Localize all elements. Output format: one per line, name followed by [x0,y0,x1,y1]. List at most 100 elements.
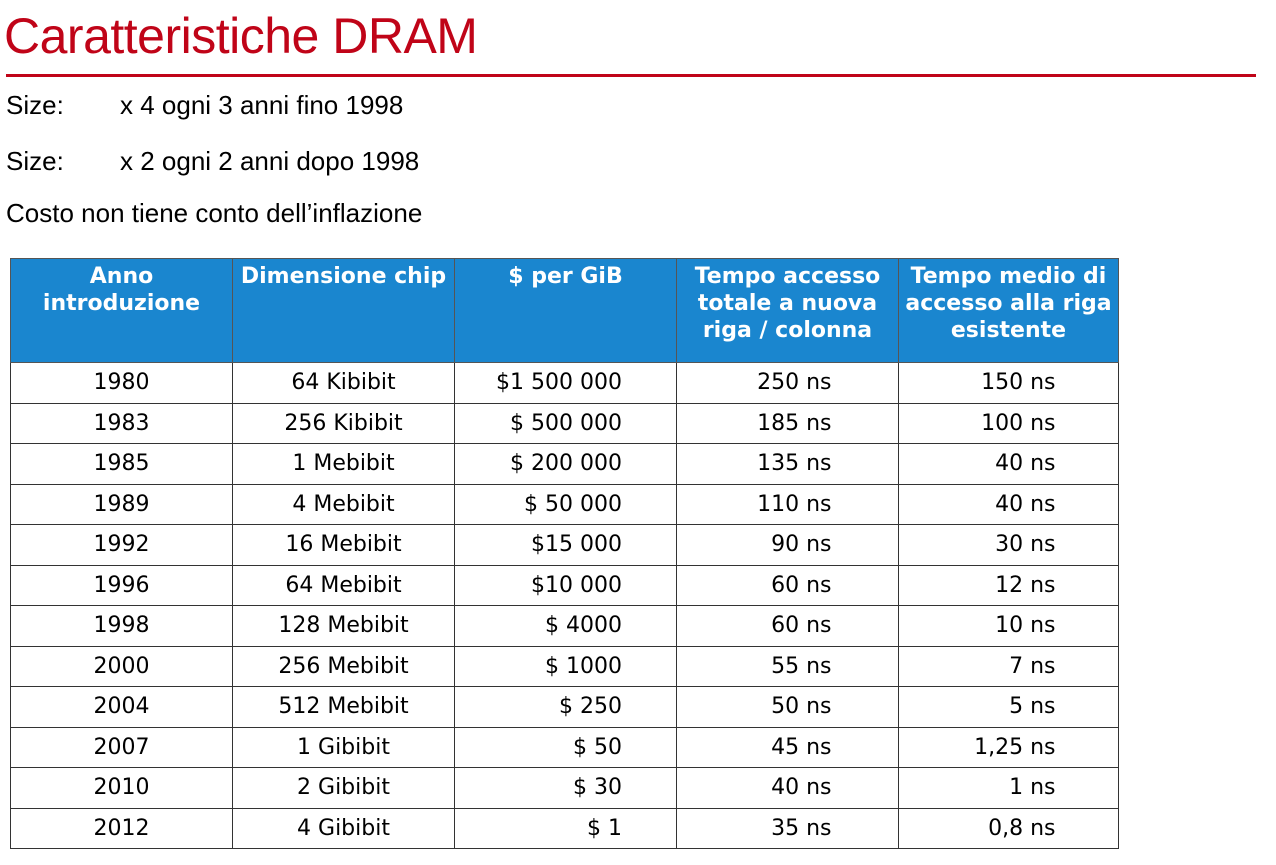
cell-value: 50 ns [771,694,832,720]
cell-avg-access: 7 ns [898,645,1119,687]
cell-value: 110 ns [757,491,832,517]
cell-avg-access: 30 ns [898,524,1119,566]
cell-chip-size: 2 Gibibit [232,767,455,809]
cell-cost: $ 4000 [454,605,677,647]
cell-avg-access: 10 ns [898,605,1119,647]
cell-total-access: 40 ns [676,767,899,809]
cell-year: 1980 [10,362,233,404]
header-total-access: Tempo accesso totale a nuova riga / colo… [676,258,899,363]
cell-total-access: 135 ns [676,443,899,485]
cell-year: 1996 [10,564,233,606]
cell-value: 35 ns [771,815,832,841]
cell-year: 1992 [10,524,233,566]
cell-avg-access: 5 ns [898,686,1119,728]
cell-chip-size: 64 Kibibit [232,362,455,404]
cell-value: 45 ns [771,734,832,760]
note-text: Costo non tiene conto dell’inflazione [6,198,423,228]
cell-chip-size: 4 Mebibit [232,483,455,525]
cell-cost: $ 50 000 [454,483,677,525]
cell-year: 2012 [10,807,233,849]
cell-avg-access: 1,25 ns [898,726,1119,768]
note-text: x 4 ogni 3 anni fino 1998 [120,90,404,120]
cell-value: 55 ns [771,653,832,679]
dram-table: Anno introduzione Dimensione chip $ per … [10,258,1119,849]
cell-chip-size: 128 Mebibit [232,605,455,647]
cell-cost: $ 1000 [454,645,677,687]
cell-total-access: 35 ns [676,807,899,849]
cell-cost: $ 500 000 [454,402,677,444]
cell-value: 40 ns [995,491,1056,517]
cell-cost: $10 000 [454,564,677,606]
title-divider [6,74,1256,77]
table-row: 2000 256 Mebibit $ 1000 55 ns 7 ns [10,645,1119,687]
cell-year: 2004 [10,686,233,728]
cell-total-access: 55 ns [676,645,899,687]
cell-chip-size: 1 Mebibit [232,443,455,485]
note-label: Size: [6,146,64,176]
page-title: Caratteristiche DRAM [4,8,478,64]
table-row: 2004 512 Mebibit $ 250 50 ns 5 ns [10,686,1119,728]
cell-avg-access: 12 ns [898,564,1119,606]
cell-value: 0,8 ns [988,815,1056,841]
cell-total-access: 60 ns [676,605,899,647]
table-row: 2007 1 Gibibit $ 50 45 ns 1,25 ns [10,726,1119,768]
cell-chip-size: 1 Gibibit [232,726,455,768]
cell-year: 1985 [10,443,233,485]
cell-total-access: 250 ns [676,362,899,404]
cell-value: 30 ns [995,532,1056,558]
header-year: Anno introduzione [10,258,233,363]
cell-chip-size: 256 Kibibit [232,402,455,444]
cell-avg-access: 40 ns [898,443,1119,485]
header-chip-size: Dimensione chip [232,258,455,363]
note-text: x 2 ogni 2 anni dopo 1998 [120,146,420,176]
cell-value: 150 ns [981,370,1056,396]
cell-year: 1998 [10,605,233,647]
cell-cost: $ 50 [454,726,677,768]
cell-total-access: 60 ns [676,564,899,606]
table-row: 1985 1 Mebibit $ 200 000 135 ns 40 ns [10,443,1119,485]
cell-year: 1989 [10,483,233,525]
cell-value: 185 ns [757,410,832,436]
cell-cost: $15 000 [454,524,677,566]
cell-chip-size: 256 Mebibit [232,645,455,687]
cell-value: 5 ns [1009,694,1056,720]
cell-total-access: 50 ns [676,686,899,728]
table-row: 1980 64 Kibibit $1 500 000 250 ns 150 ns [10,362,1119,404]
cell-cost: $ 30 [454,767,677,809]
table-row: 2012 4 Gibibit $ 1 35 ns 0,8 ns [10,807,1119,849]
cell-total-access: 110 ns [676,483,899,525]
cell-chip-size: 16 Mebibit [232,524,455,566]
header-cost: $ per GiB [454,258,677,363]
table-row: 1996 64 Mebibit $10 000 60 ns 12 ns [10,564,1119,606]
cell-value: 100 ns [981,410,1056,436]
cell-year: 2000 [10,645,233,687]
cell-avg-access: 150 ns [898,362,1119,404]
table-row: 2010 2 Gibibit $ 30 40 ns 1 ns [10,767,1119,809]
note-line: Costo non tiene conto dell’inflazione [6,196,422,230]
cell-cost: $ 1 [454,807,677,849]
table-row: 1998 128 Mebibit $ 4000 60 ns 10 ns [10,605,1119,647]
table-header-row: Anno introduzione Dimensione chip $ per … [10,258,1119,363]
cell-value: 60 ns [771,572,832,598]
cell-year: 2010 [10,767,233,809]
cell-chip-size: 4 Gibibit [232,807,455,849]
cell-cost: $ 250 [454,686,677,728]
cell-value: 90 ns [771,532,832,558]
cell-avg-access: 40 ns [898,483,1119,525]
note-label: Size: [6,90,64,120]
note-line: Size: x 2 ogni 2 anni dopo 1998 [6,144,419,178]
cell-chip-size: 512 Mebibit [232,686,455,728]
cell-cost: $ 200 000 [454,443,677,485]
cell-total-access: 185 ns [676,402,899,444]
cell-chip-size: 64 Mebibit [232,564,455,606]
cell-value: 40 ns [995,451,1056,477]
note-line: Size: x 4 ogni 3 anni fino 1998 [6,88,403,122]
cell-value: 40 ns [771,775,832,801]
table-row: 1989 4 Mebibit $ 50 000 110 ns 40 ns [10,483,1119,525]
cell-value: 250 ns [757,370,832,396]
cell-value: 60 ns [771,613,832,639]
cell-total-access: 45 ns [676,726,899,768]
cell-value: 1,25 ns [974,734,1056,760]
cell-avg-access: 100 ns [898,402,1119,444]
table-row: 1983 256 Kibibit $ 500 000 185 ns 100 ns [10,402,1119,444]
